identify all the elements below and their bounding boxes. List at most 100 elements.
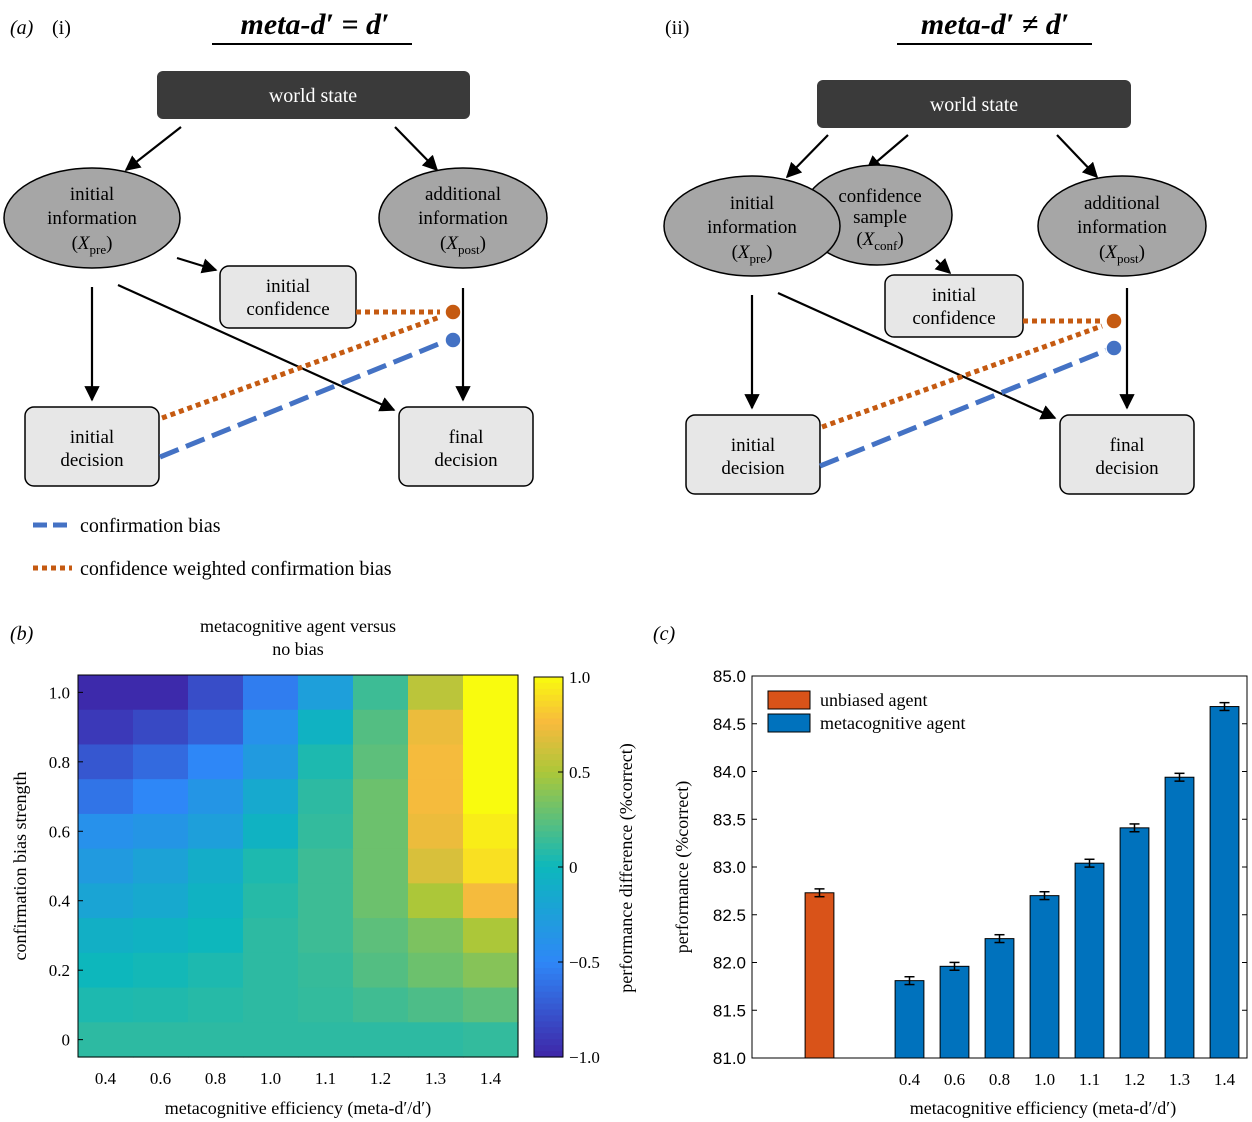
heatmap-cell bbox=[133, 709, 189, 746]
heatmap-cell bbox=[78, 952, 134, 989]
x-tick-label: 1.1 bbox=[1079, 1070, 1100, 1089]
colorbar-segment bbox=[534, 908, 563, 916]
x-tick-label: 1.3 bbox=[425, 1069, 446, 1088]
heatmap-cell bbox=[298, 709, 354, 746]
confidence-weighted-line bbox=[161, 314, 441, 421]
legend-swatch bbox=[767, 713, 811, 733]
heatmap-cell bbox=[298, 848, 354, 884]
y-tick-label: 84.0 bbox=[713, 763, 746, 782]
colorbar-segment bbox=[534, 819, 563, 827]
panel-a-right: (ii) meta-d′ ≠ d′ world state initial in… bbox=[663, 8, 1207, 495]
legend-swatch bbox=[767, 690, 811, 710]
x-tick-label: 0.4 bbox=[95, 1069, 117, 1088]
y-tick-label: 0.6 bbox=[49, 822, 70, 841]
x-tick-label: 0.6 bbox=[944, 1070, 965, 1089]
heatmap-cell bbox=[408, 709, 464, 746]
panel-a-left-label: (i) bbox=[52, 17, 71, 39]
heatmap-cell bbox=[133, 848, 189, 884]
heatmap-cell bbox=[78, 813, 134, 850]
box-text: decision bbox=[434, 450, 498, 471]
bar-ylabel: performance (%correct) bbox=[672, 781, 693, 953]
box-text: initial bbox=[266, 276, 310, 297]
heatmap-cell bbox=[78, 918, 134, 954]
colorbar bbox=[534, 677, 563, 1058]
node-text: information bbox=[707, 217, 797, 238]
colorbar-tick-label: 0 bbox=[569, 858, 578, 877]
colorbar-segment bbox=[534, 813, 563, 821]
heatmap-cell bbox=[78, 675, 134, 711]
box-text: confidence bbox=[912, 308, 995, 329]
colorbar-segment bbox=[534, 1051, 563, 1058]
blue-node bbox=[444, 331, 462, 349]
heatmap-cell bbox=[463, 709, 519, 746]
heatmap-cell bbox=[298, 952, 354, 989]
heatmap-cell bbox=[188, 987, 244, 1023]
colorbar-segment bbox=[534, 801, 563, 809]
heatmap-cell bbox=[243, 779, 299, 815]
y-tick-label: 84.5 bbox=[713, 715, 746, 734]
colorbar-segment bbox=[534, 991, 563, 999]
heatmap-cell bbox=[78, 744, 134, 780]
heatmap-cell bbox=[353, 848, 409, 884]
y-tick-label: 1.0 bbox=[49, 683, 70, 702]
additional-information-node bbox=[1037, 175, 1207, 277]
heatmap-cell bbox=[298, 744, 354, 780]
y-tick-label: 81.0 bbox=[713, 1049, 746, 1068]
confirmation-bias-line bbox=[819, 347, 1108, 469]
heatmap-xlabel: metacognitive efficiency (meta-d′/d′) bbox=[165, 1098, 431, 1119]
initial-decision-box bbox=[24, 406, 160, 487]
arrow-info-to-final bbox=[117, 283, 396, 412]
node-text: information bbox=[1077, 217, 1167, 238]
heatmap-cell bbox=[243, 952, 299, 989]
colorbar-segment bbox=[534, 825, 563, 832]
heatmap-y-ticks: 1.0 0.8 0.6 0.4 0.2 0 bbox=[49, 683, 83, 1050]
arrow-world-to-initial bbox=[124, 126, 182, 171]
heatmap-cell bbox=[133, 883, 189, 919]
colorbar-segment bbox=[534, 718, 563, 726]
heatmap-cell bbox=[408, 675, 464, 711]
x-tick-label: 0.4 bbox=[899, 1070, 921, 1089]
heatmap-x-ticks: 0.4 0.6 0.8 1.0 1.1 1.2 1.3 1.4 bbox=[95, 1069, 502, 1088]
colorbar-segment bbox=[534, 926, 563, 933]
final-decision-box bbox=[398, 406, 534, 487]
colorbar-segment bbox=[534, 724, 563, 732]
x-tick-label: 1.1 bbox=[315, 1069, 336, 1088]
heatmap-cell bbox=[408, 848, 464, 884]
heatmap-cell bbox=[408, 883, 464, 919]
bar-metacognitive bbox=[1074, 862, 1105, 1059]
y-tick-label: 83.5 bbox=[713, 810, 746, 829]
box-text: confidence bbox=[246, 299, 329, 320]
legend-label: unbiased agent bbox=[820, 690, 927, 710]
arrow-world-to-confidence-sample bbox=[865, 134, 909, 171]
heatmap-cell bbox=[78, 987, 134, 1023]
heatmap-title-line: no bias bbox=[272, 639, 324, 659]
heatmap-cell bbox=[463, 744, 519, 780]
bar-y-ticks: 85.0 84.5 84.0 83.5 83.0 82.5 82.0 81.5 81.0 bbox=[713, 667, 1247, 1068]
heatmap-cell bbox=[133, 779, 189, 815]
heatmap-cell bbox=[188, 1022, 244, 1058]
panel-a-label: (a) bbox=[10, 17, 34, 39]
y-tick-label: 0.8 bbox=[49, 753, 70, 772]
heatmap-cell bbox=[463, 848, 519, 884]
heatmap-cell bbox=[463, 675, 519, 711]
legend-label: metacognitive agent bbox=[820, 713, 965, 733]
colorbar-segment bbox=[534, 837, 563, 844]
box-text: decision bbox=[721, 458, 785, 479]
heatmap-cell bbox=[243, 675, 299, 711]
heatmap-cell bbox=[133, 675, 189, 711]
y-tick-label: 81.5 bbox=[713, 1001, 746, 1020]
heatmap-cell bbox=[463, 987, 519, 1023]
legend-confidence-weighted: confidence weighted confirmation bias bbox=[80, 558, 392, 580]
colorbar-segment bbox=[534, 682, 563, 690]
arrow-info-to-final bbox=[777, 291, 1057, 420]
colorbar-segment bbox=[534, 849, 563, 856]
node-text: confidence bbox=[838, 186, 921, 207]
heatmap-cell bbox=[133, 918, 189, 954]
colorbar-segment bbox=[534, 789, 563, 797]
heatmap-cell bbox=[408, 952, 464, 989]
box-text: final bbox=[1110, 435, 1145, 456]
heatmap-title-line: metacognitive agent versus bbox=[200, 616, 396, 636]
colorbar-segment bbox=[534, 712, 563, 720]
x-tick-label: 0.8 bbox=[989, 1070, 1010, 1089]
colorbar-label: performance difference (%correct) bbox=[616, 743, 637, 993]
